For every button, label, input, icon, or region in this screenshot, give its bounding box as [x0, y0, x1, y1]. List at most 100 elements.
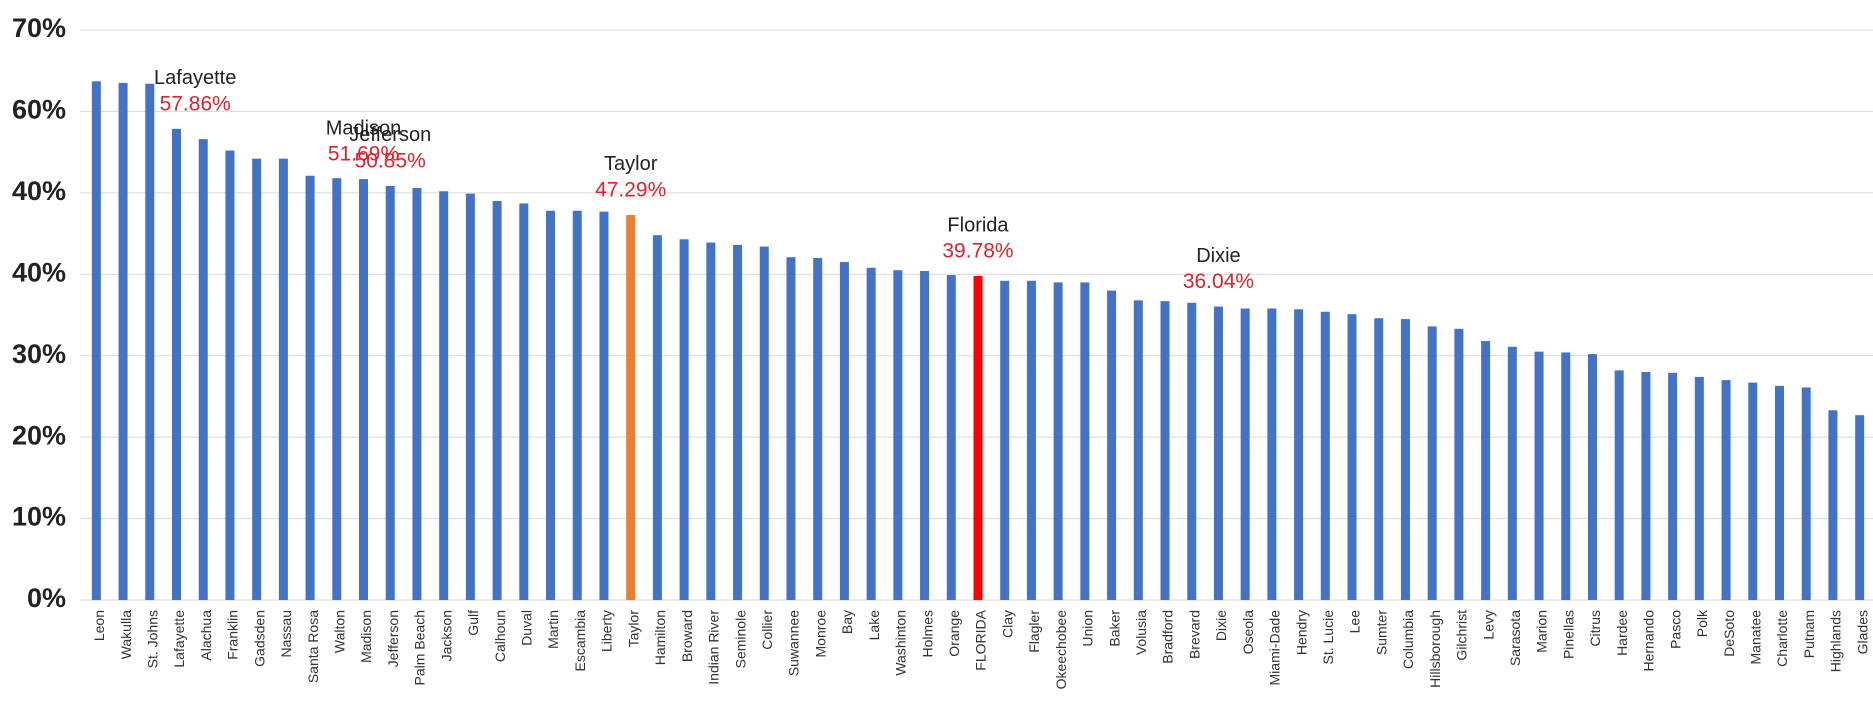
y-tick-label: 10%	[12, 502, 66, 532]
bar	[1561, 352, 1571, 600]
x-tick-label: Volusia	[1133, 610, 1149, 655]
x-tick-label: Jefferson	[385, 610, 401, 667]
x-tick-label: Putnam	[1801, 610, 1817, 658]
bar	[946, 275, 956, 600]
bar	[412, 187, 422, 600]
x-tick-label: Dixie	[1213, 610, 1229, 641]
bar	[1668, 372, 1678, 600]
bar	[546, 210, 556, 600]
bar	[118, 82, 128, 600]
x-tick-label: FLORIDA	[973, 609, 989, 670]
value-label: 51.69%	[328, 143, 399, 166]
bar	[1721, 380, 1731, 600]
x-tick-label: Hamilton	[652, 610, 668, 665]
x-tick-label: Broward	[679, 610, 695, 662]
x-tick-label: Lafayette	[171, 610, 187, 668]
x-tick-label: Wakulla	[118, 610, 134, 659]
x-tick-label: Collier	[759, 610, 775, 650]
x-tick-label: Polk	[1694, 609, 1710, 637]
value-label: 47.29%	[595, 178, 666, 201]
x-tick-label: St. Johns	[144, 610, 160, 668]
x-tick-label: Escambia	[572, 610, 588, 672]
y-tick-label: 40%	[12, 176, 66, 206]
x-tick-label: Hendry	[1293, 610, 1309, 655]
bar	[492, 201, 502, 600]
bar	[1107, 290, 1117, 600]
bar	[1748, 382, 1758, 600]
x-tick-label: Gilchrist	[1454, 610, 1470, 661]
bar	[1641, 372, 1651, 600]
x-tick-label: Levy	[1480, 610, 1496, 640]
x-tick-label: Hernando	[1641, 610, 1657, 672]
bar	[652, 235, 662, 600]
bar	[172, 128, 182, 600]
bar	[1801, 387, 1811, 600]
bar	[786, 257, 796, 600]
bar	[519, 203, 529, 600]
x-tick-label: Orange	[946, 610, 962, 657]
bar	[1774, 385, 1784, 600]
bar	[1026, 280, 1036, 600]
bar	[1213, 306, 1223, 600]
bar	[1374, 318, 1384, 600]
x-tick-label: Leon	[91, 610, 107, 641]
x-tick-label: Calhoun	[492, 610, 508, 662]
bar	[1400, 319, 1410, 600]
bar	[706, 242, 716, 600]
x-tick-label: Sarasota	[1507, 610, 1523, 666]
bar	[893, 270, 903, 600]
x-tick-label: Brevard	[1186, 610, 1202, 659]
bar	[1267, 308, 1277, 600]
x-tick-label: Washinton	[893, 610, 909, 676]
bar	[332, 178, 342, 600]
x-tick-label: Glades	[1854, 610, 1870, 654]
y-tick-label: 20%	[12, 420, 66, 450]
bar	[813, 258, 823, 600]
x-tick-label: Seminole	[732, 610, 748, 669]
x-tick-label: Lee	[1347, 610, 1363, 634]
x-tick-label: Hillsborough	[1427, 610, 1443, 688]
x-tick-label: Citrus	[1587, 610, 1603, 647]
bar	[679, 239, 689, 600]
x-tick-label: Martin	[545, 610, 561, 649]
bar	[1614, 370, 1624, 600]
value-label: 36.04%	[1183, 270, 1254, 293]
bar	[1828, 410, 1838, 600]
x-tick-label: Jackson	[438, 610, 454, 661]
x-tick-label: Gadsden	[251, 610, 267, 667]
bar	[91, 81, 101, 601]
bar	[385, 185, 395, 600]
value-label: 39.78%	[942, 240, 1013, 263]
x-tick-label: Monroe	[812, 610, 828, 658]
bar	[225, 150, 235, 600]
y-tick-label: 70%	[12, 13, 66, 43]
x-tick-label: Bradford	[1160, 610, 1176, 664]
bar	[1187, 302, 1197, 600]
x-tick-label: Okeechobee	[1053, 610, 1069, 690]
x-tick-label: Columbia	[1400, 610, 1416, 669]
bar	[599, 211, 609, 601]
bar	[1694, 376, 1704, 600]
y-tick-label: 30%	[12, 339, 66, 369]
point-label: Dixie	[1196, 245, 1240, 267]
bar	[1160, 301, 1170, 600]
value-label: 50.85%	[355, 149, 426, 172]
x-tick-label: Liberty	[599, 610, 615, 652]
bar	[1294, 309, 1304, 600]
x-tick-label: Madison	[358, 610, 374, 663]
bar	[1507, 346, 1517, 600]
point-label: Lafayette	[154, 67, 236, 89]
bar	[733, 244, 743, 600]
x-tick-label: Walton	[332, 610, 348, 653]
bar	[1534, 351, 1544, 600]
bar	[626, 214, 636, 600]
x-tick-label: Pasco	[1667, 610, 1683, 649]
x-tick-label: Charlotte	[1774, 610, 1790, 667]
x-tick-label: Duval	[519, 610, 535, 646]
bar	[839, 262, 849, 600]
bar	[1481, 341, 1491, 600]
bar	[1320, 311, 1330, 600]
x-tick-label: Pinellas	[1560, 610, 1576, 659]
